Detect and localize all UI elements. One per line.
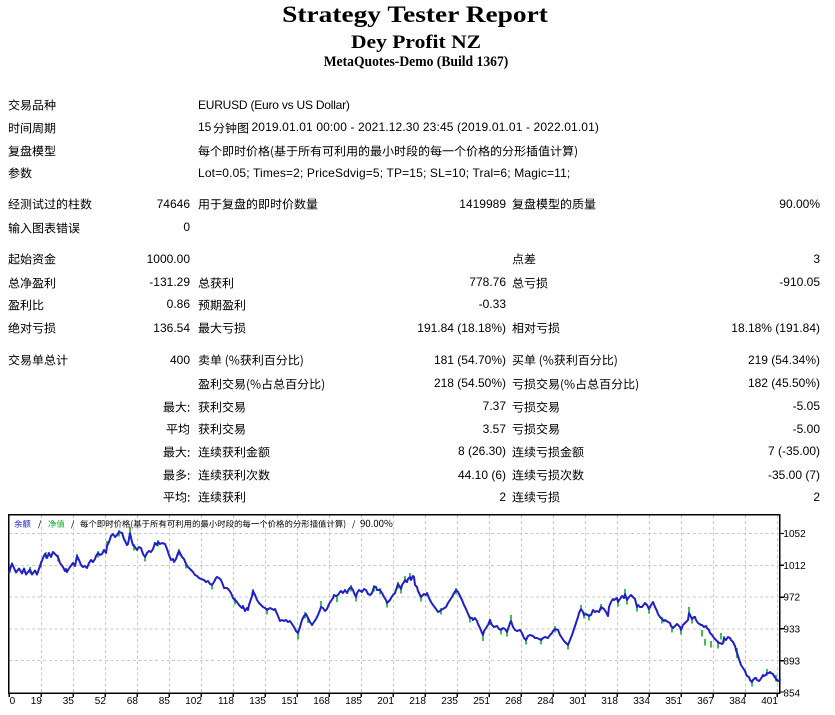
svg-text:854: 854	[783, 688, 800, 699]
svg-text:351: 351	[665, 696, 682, 707]
svg-text:1052: 1052	[783, 529, 806, 540]
svg-text:933: 933	[783, 625, 800, 636]
svg-text:19: 19	[31, 696, 43, 707]
svg-text:151: 151	[281, 696, 298, 707]
svg-text:268: 268	[505, 696, 522, 707]
svg-text:893: 893	[783, 656, 800, 667]
svg-text:318: 318	[601, 696, 618, 707]
svg-text:52: 52	[95, 696, 107, 707]
svg-text:35: 35	[63, 696, 75, 707]
svg-text:301: 301	[569, 696, 586, 707]
svg-text:118: 118	[218, 696, 234, 707]
svg-text:185: 185	[345, 696, 362, 707]
svg-text:401: 401	[761, 696, 778, 707]
svg-text:334: 334	[633, 696, 650, 707]
svg-text:168: 168	[313, 696, 330, 707]
svg-text:972: 972	[783, 593, 800, 604]
svg-text:251: 251	[473, 696, 490, 707]
svg-text:284: 284	[537, 696, 554, 707]
svg-text:1012: 1012	[783, 561, 806, 572]
svg-text:201: 201	[377, 696, 394, 707]
svg-text:384: 384	[729, 696, 746, 707]
svg-text:0: 0	[10, 696, 16, 707]
svg-text:235: 235	[441, 696, 458, 707]
svg-text:135: 135	[249, 696, 266, 707]
svg-text:68: 68	[127, 696, 139, 707]
svg-text:85: 85	[159, 696, 171, 707]
svg-text:367: 367	[697, 696, 714, 707]
svg-text:218: 218	[409, 696, 426, 707]
svg-text:102: 102	[185, 696, 202, 707]
